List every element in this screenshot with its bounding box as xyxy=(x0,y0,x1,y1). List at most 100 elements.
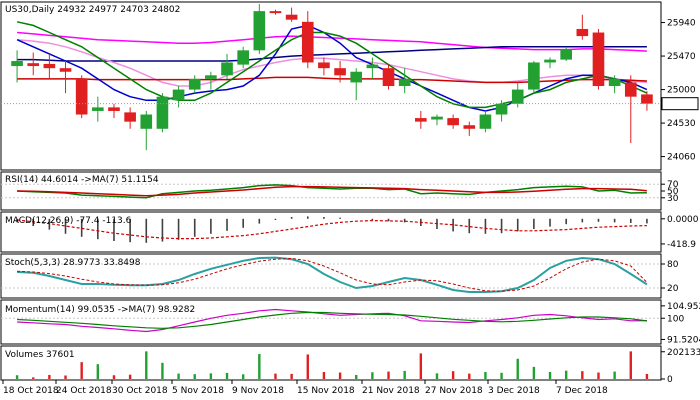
volume-bar xyxy=(516,358,519,379)
momentum-tick-label: 100 xyxy=(667,314,684,324)
volume-bar xyxy=(80,362,83,379)
candle-body xyxy=(59,68,72,72)
volume-bar xyxy=(145,351,148,379)
momentum-tick-label: 91.5204 xyxy=(667,335,700,345)
macd-tick-label: 0.0000 xyxy=(667,215,699,225)
volume-bar xyxy=(468,373,471,379)
volume-bar xyxy=(484,371,487,379)
candle-body xyxy=(511,89,524,104)
x-tick-label: 7 Dec 2018 xyxy=(556,386,608,396)
price-tag-box xyxy=(661,97,699,111)
stoch-panel-frame xyxy=(0,253,662,299)
x-tick-label: 18 Oct 2018 xyxy=(3,386,59,396)
candle-body xyxy=(592,32,605,86)
volume-bar xyxy=(451,371,455,379)
volume-bar xyxy=(597,372,600,379)
candle-body xyxy=(463,125,476,129)
candle-body xyxy=(447,118,459,126)
candle-body xyxy=(398,78,411,86)
stoch-panel-title: Stoch(5,3,3) 28.9773 33.8498 xyxy=(5,258,141,268)
volume-bar xyxy=(548,371,552,379)
volume-bar xyxy=(48,374,51,379)
volume-tick-label: 0 xyxy=(667,375,673,385)
momentum-tick-label: 104.9529 xyxy=(667,302,700,312)
volume-bar xyxy=(435,373,439,379)
candle-body xyxy=(269,11,282,14)
stoch-tick-label: 80 xyxy=(667,260,679,270)
volume-bar xyxy=(629,351,632,379)
volume-bar xyxy=(387,371,390,379)
x-tick-label: 27 Nov 2018 xyxy=(425,386,483,396)
price-ma-line xyxy=(16,21,648,109)
price-panel: 25940 25470 25000 24530 24060 xyxy=(1,4,699,163)
volume-panel: 202133 0 xyxy=(15,348,700,385)
volume-bar xyxy=(306,354,309,379)
volume-bar xyxy=(355,374,358,379)
candle-body xyxy=(641,94,653,104)
candle-body xyxy=(11,61,23,67)
volume-bar xyxy=(15,375,19,379)
momentum-line xyxy=(17,311,647,329)
candle-body xyxy=(318,62,330,69)
momentum-panel: 104.9529 100 91.5204 xyxy=(1,302,700,345)
candle-body xyxy=(237,50,249,65)
stoch-panel: 80 20 xyxy=(1,256,679,294)
stoch-main-line xyxy=(17,256,648,293)
volume-bar xyxy=(177,373,180,379)
price-ma-line xyxy=(17,31,647,52)
rsi-line xyxy=(17,185,647,197)
volume-bar xyxy=(500,372,503,379)
volume-panel-frame xyxy=(0,345,662,381)
volume-bar xyxy=(161,362,164,379)
volume-bar xyxy=(645,373,649,379)
rsi-panel-title: RSI(14) 44.6014 ->MA(7) 51.1154 xyxy=(5,175,159,185)
candle-body xyxy=(479,114,492,129)
x-tick-label: 30 Oct 2018 xyxy=(112,386,168,396)
volume-bar xyxy=(403,370,406,379)
volume-bar xyxy=(290,373,293,379)
candle-body xyxy=(221,62,233,76)
x-tick-label: 5 Nov 2018 xyxy=(172,386,224,396)
candle-body xyxy=(366,64,379,69)
volume-bar xyxy=(64,375,67,379)
stoch-tick-label: 20 xyxy=(667,284,679,294)
candle-body xyxy=(156,96,169,129)
price-ma-line xyxy=(16,24,648,112)
price-ma-line xyxy=(17,46,647,62)
price-panel-frame xyxy=(0,1,662,171)
candle-body xyxy=(75,78,88,115)
volume-bar xyxy=(225,372,229,379)
x-tick-label: 9 Nov 2018 xyxy=(232,386,284,396)
volume-bar xyxy=(419,353,423,379)
rsi-tick-label: 30 xyxy=(667,194,679,204)
volume-bar xyxy=(32,377,35,379)
macd-panel-title: MACD(12,26,9) -77.4 -113.6 xyxy=(5,216,132,226)
candle-body xyxy=(108,107,120,111)
rsi-tick-label: 50 xyxy=(667,187,679,197)
momentum-panel-title: Momentum(14) 99.0535 ->MA(7) 98.9282 xyxy=(5,305,195,315)
candle-body xyxy=(205,75,217,79)
volume-bar xyxy=(613,371,616,379)
volume-bar xyxy=(338,372,342,379)
candle-body xyxy=(382,68,395,86)
price-tick-label: 25940 xyxy=(667,19,696,29)
candle-body xyxy=(124,112,136,122)
x-tick-label: 15 Nov 2018 xyxy=(297,386,355,396)
volume-bar xyxy=(564,370,568,379)
volume-bar xyxy=(209,373,213,379)
x-tick-label: 3 Dec 2018 xyxy=(488,386,540,396)
volume-bar xyxy=(532,366,536,379)
volume-bar xyxy=(128,374,132,379)
x-tick-label: 24 Oct 2018 xyxy=(56,386,112,396)
price-tick-label: 24530 xyxy=(667,119,696,129)
price-tick-label: 24060 xyxy=(667,153,696,163)
volume-panel-title: Volumes 37601 xyxy=(5,350,75,360)
candle-body xyxy=(350,71,363,83)
volume-bar xyxy=(274,373,277,379)
momentum-panel-frame xyxy=(0,299,662,345)
candle-body xyxy=(544,59,556,63)
candle-body xyxy=(495,103,508,115)
candle-body xyxy=(172,89,185,101)
volume-bar xyxy=(96,364,100,379)
volume-bar xyxy=(193,374,196,379)
